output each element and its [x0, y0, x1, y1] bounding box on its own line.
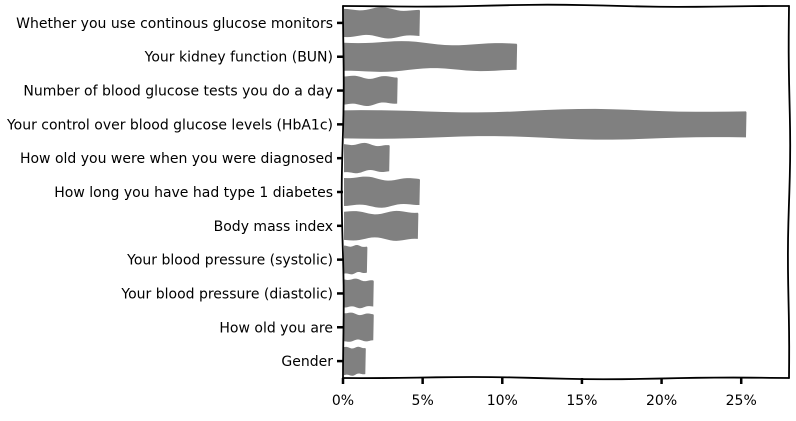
y-tick-label-10: How old you are [219, 320, 333, 336]
bar-11 [344, 346, 366, 376]
bar-10 [344, 312, 374, 342]
bar-7 [344, 210, 419, 241]
y-tick-label-11: Gender [281, 354, 333, 370]
bar-3 [344, 75, 398, 107]
x-tick-label-1: 0% [332, 393, 354, 409]
y-tick-label-3: Number of blood glucose tests you do a d… [23, 84, 333, 100]
y-tick-label-8: Your blood pressure (systolic) [126, 253, 333, 269]
y-tick-label-4: Your control over blood glucose levels (… [6, 117, 333, 133]
frame-bottom [342, 376, 790, 381]
bar-4 [344, 108, 747, 140]
x-axis: 0% 5% 10% 15% 20% 25% [332, 378, 757, 409]
bar-6 [344, 176, 420, 208]
y-tick-label-9: Your blood pressure (diastolic) [120, 286, 333, 302]
y-tick-label-2: Your kidney function (BUN) [144, 50, 333, 66]
x-tick-label-2: 5% [412, 393, 434, 409]
y-tick-label-6: How long you have had type 1 diabetes [54, 185, 333, 201]
bar-9 [344, 278, 374, 309]
bar-2 [344, 41, 518, 72]
frame-right [787, 5, 792, 379]
bar-1 [344, 7, 420, 39]
x-tick-label-6: 25% [726, 393, 757, 409]
y-tick-label-1: Whether you use continous glucose monito… [16, 16, 333, 32]
y-axis: Whether you use continous glucose monito… [6, 16, 343, 370]
bar-5 [344, 142, 390, 174]
plot-frame [340, 3, 792, 381]
bars-layer [344, 7, 747, 376]
x-tick-label-4: 15% [566, 393, 597, 409]
frame-top [342, 3, 790, 8]
x-tick-label-3: 10% [487, 393, 518, 409]
y-tick-label-7: Body mass index [214, 219, 333, 235]
y-tick-label-5: How old you were when you were diagnosed [20, 151, 333, 167]
bar-8 [344, 245, 368, 275]
x-tick-label-5: 20% [646, 393, 677, 409]
